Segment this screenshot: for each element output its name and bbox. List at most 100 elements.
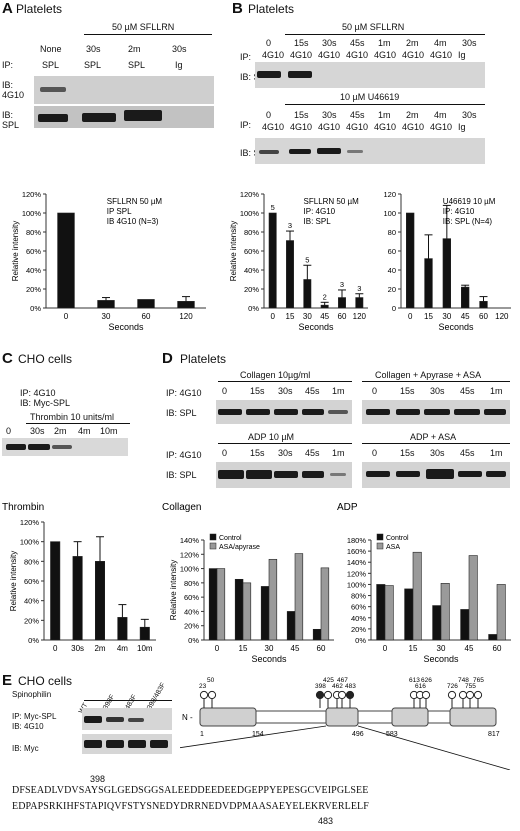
site-label: 483 (345, 683, 356, 690)
n-label: 3 (288, 221, 292, 230)
y-tick-label: 100 (383, 209, 396, 218)
panel-b-letter: B (232, 0, 243, 17)
blot-d-adp-asa (362, 462, 510, 488)
blot-d-collagen (216, 400, 352, 424)
n-label: 3 (340, 280, 344, 289)
panel-e-ib1: IB: 4G10 (12, 722, 44, 731)
lane-label: 15s (400, 386, 415, 396)
chart-d-collagen: 0% 20% 40% 60% 80% 100% 120% 140% 0 15 30 45 60 Secon… (162, 502, 334, 664)
panel-d-collagen-line (218, 381, 352, 382)
lane-label: 1m (490, 386, 503, 396)
y-tick-label: 20% (24, 616, 39, 625)
ip-label: 4G10 (262, 50, 285, 60)
chart-annotation: SFLLRN 50 µM (304, 197, 360, 206)
lane-label: 45s (460, 386, 475, 396)
chart-d-adp: 0% 20% 40% 60% 80% 100% 120% 140% 160% 180% 0 15 30 4… (337, 502, 511, 664)
panel-b-treatment1: 50 µM SFLLRN (342, 22, 405, 32)
y-tick-label: 80% (244, 228, 259, 237)
site-marker (207, 690, 217, 700)
panel-c-title: CHO cells (18, 352, 73, 366)
y-tick-label: 40% (24, 597, 39, 606)
panel-b-title: Platelets (248, 2, 295, 16)
x-tick-label: 60 (142, 312, 151, 321)
lane-label: 30s (322, 38, 337, 48)
lane-label: 0 (372, 386, 378, 396)
blot-d-collagen-asa (362, 400, 510, 424)
panel-c-ip: IP: 4G10 (20, 388, 56, 398)
y-tick-label: 20% (244, 285, 259, 294)
ip-label: 4G10 (346, 122, 369, 132)
chart-title: Collagen (162, 502, 201, 513)
x-axis-label: Seconds (298, 322, 334, 332)
x-tick-label: 60 (317, 644, 326, 653)
y-tick-label: 20 (388, 285, 396, 294)
site-marker (421, 690, 431, 700)
y-tick-label: 80% (26, 228, 41, 237)
y-tick-label: 60% (24, 577, 39, 586)
ip-label: 4G10 (430, 50, 453, 60)
bar (260, 586, 270, 641)
blot-a-spl (34, 106, 214, 128)
site-marker (458, 690, 468, 700)
legend-label: ASA (386, 544, 400, 551)
lane-label: 45s (350, 38, 365, 48)
lane-label: 0 (6, 426, 12, 436)
lane-label: 2m (54, 426, 67, 436)
panel-a-ib1: IB: 4G10 (2, 80, 25, 100)
x-tick-label: 15 (239, 644, 248, 653)
lane-label: 30s (86, 44, 101, 54)
chart-annotation: IP SPL (107, 207, 132, 216)
bar (404, 588, 414, 641)
bar (376, 584, 386, 641)
bar (242, 582, 252, 641)
y-tick-label: 0% (188, 636, 199, 645)
ip-label: Ig (175, 60, 183, 70)
lane-label: 30s (462, 110, 477, 120)
y-tick-label: 120 (383, 190, 396, 199)
y-tick-label: 180% (347, 536, 367, 545)
y-tick-label: 120% (347, 569, 367, 578)
panel-b-treatment2-line (285, 104, 485, 105)
lane-label: 30s (462, 38, 477, 48)
lane-label: 30s (430, 386, 445, 396)
chart-annotation: IP: 4G10 (304, 207, 336, 216)
site-483-label: 483 (318, 816, 334, 826)
x-tick-label: 4m (117, 644, 128, 653)
x-tick-label: 60 (493, 644, 502, 653)
panel-e-spin-line (84, 700, 172, 701)
y-tick-label: 100% (20, 538, 40, 547)
site-label: 462 (332, 683, 343, 690)
bar (312, 628, 322, 641)
bar (460, 609, 470, 641)
y-tick-label: 40% (244, 266, 259, 275)
bar (468, 555, 478, 641)
bar (424, 258, 433, 309)
bar (488, 634, 498, 641)
x-tick-label: 120 (495, 312, 509, 321)
zoom-line-left (180, 725, 327, 749)
x-tick-label: 45 (465, 644, 474, 653)
domain-num: 583 (386, 731, 398, 738)
legend-swatch (209, 533, 217, 541)
lane-label: 1m (490, 448, 503, 458)
y-tick-label: 40 (388, 266, 396, 275)
blot-b-u46619 (255, 138, 485, 164)
bar (355, 297, 364, 309)
domain-box-1 (199, 707, 257, 727)
lane-label: 0 (222, 386, 228, 396)
panel-a-title: Platelets (16, 2, 63, 16)
site-marker (323, 690, 333, 700)
x-tick-label: 30 (265, 644, 274, 653)
lane-label: 45s (460, 448, 475, 458)
bar (268, 212, 277, 309)
site-label: 748 (458, 677, 469, 684)
y-tick-label: 80 (388, 228, 396, 237)
x-tick-label: 120 (179, 312, 193, 321)
ip-label: 4G10 (402, 122, 425, 132)
y-tick-label: 40% (26, 266, 41, 275)
lane-label: 30s (430, 448, 445, 458)
bar (72, 556, 83, 641)
site-label: 425 (323, 677, 334, 684)
panel-a-treatment: 50 µM SFLLRN (112, 22, 175, 32)
